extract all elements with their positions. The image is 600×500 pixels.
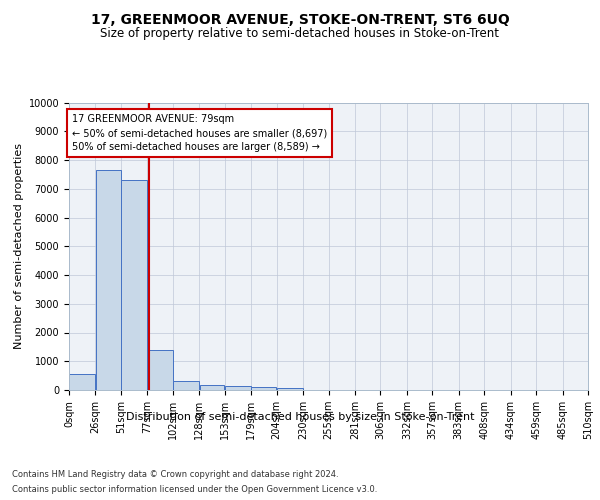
Text: 17 GREENMOOR AVENUE: 79sqm
← 50% of semi-detached houses are smaller (8,697)
50%: 17 GREENMOOR AVENUE: 79sqm ← 50% of semi… xyxy=(72,114,328,152)
Text: 17, GREENMOOR AVENUE, STOKE-ON-TRENT, ST6 6UQ: 17, GREENMOOR AVENUE, STOKE-ON-TRENT, ST… xyxy=(91,12,509,26)
Text: Contains HM Land Registry data © Crown copyright and database right 2024.: Contains HM Land Registry data © Crown c… xyxy=(12,470,338,479)
Text: Distribution of semi-detached houses by size in Stoke-on-Trent: Distribution of semi-detached houses by … xyxy=(126,412,474,422)
Bar xyxy=(277,388,303,390)
Bar xyxy=(121,180,147,390)
Bar xyxy=(225,386,251,390)
Text: Contains public sector information licensed under the Open Government Licence v3: Contains public sector information licen… xyxy=(12,485,377,494)
Y-axis label: Number of semi-detached properties: Number of semi-detached properties xyxy=(14,143,25,350)
Bar xyxy=(173,380,199,390)
Bar xyxy=(251,387,277,390)
Bar xyxy=(69,374,95,390)
Text: Size of property relative to semi-detached houses in Stoke-on-Trent: Size of property relative to semi-detach… xyxy=(101,28,499,40)
Bar xyxy=(200,386,224,390)
Bar xyxy=(148,350,173,390)
Bar xyxy=(96,170,121,390)
